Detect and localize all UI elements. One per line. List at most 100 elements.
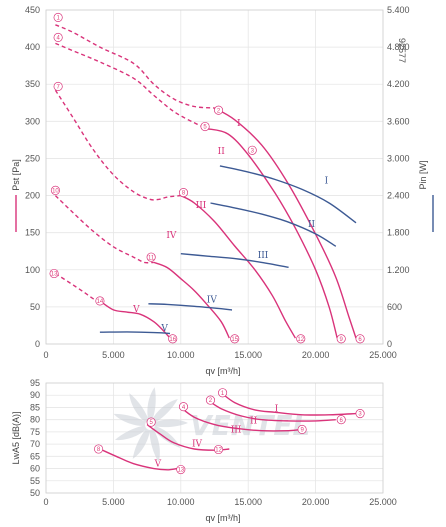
operating-point-marker-number: 12: [297, 337, 304, 343]
operating-point-marker-ring: [146, 252, 156, 262]
operating-point-marker-number: 13: [177, 468, 184, 474]
watermark-blade: [150, 419, 188, 428]
operating-point-marker-ring: [247, 145, 257, 155]
y2-tick-label: 3.600: [387, 116, 410, 126]
operating-point-marker-ring: [146, 417, 156, 427]
curve-label: I: [275, 405, 279, 415]
pressure-curve-iv: [153, 261, 230, 339]
operating-point-marker-number: 15: [231, 337, 238, 343]
operating-point-marker-number: 6: [340, 418, 344, 424]
operating-point-marker-number: 14: [97, 299, 104, 305]
operating-point-marker-ring: [230, 334, 240, 344]
y2-tick-label: 600: [387, 302, 402, 312]
y-tick-label: 100: [25, 265, 40, 275]
curve-label: III: [231, 425, 242, 435]
y2-tick-label: 4.800: [387, 42, 410, 52]
sound-curve-ii: [207, 399, 336, 422]
operating-point-marker-ring: [53, 81, 63, 91]
operating-point-marker-ring: [168, 334, 178, 344]
operating-point-marker-ring: [336, 334, 346, 344]
operating-point-marker-number: 9: [300, 428, 304, 434]
y-tick-label: 50: [30, 302, 40, 312]
x-axis-label: qv [m³/h]: [205, 366, 240, 376]
operating-point-marker-number: 3: [251, 148, 255, 154]
operating-point-marker-ring: [200, 121, 210, 132]
operating-point-marker-number: 12: [215, 448, 222, 454]
operating-point-marker-number: 8: [97, 447, 101, 453]
x-tick-label: 10.000: [167, 350, 195, 360]
watermark-blade: [150, 399, 178, 425]
operating-point-marker-ring: [53, 32, 63, 43]
x-tick-label: 15.000: [234, 350, 262, 360]
curve-label: V: [154, 459, 162, 469]
curve-label: IV: [166, 231, 177, 241]
power-curve-iv: [148, 303, 233, 311]
operating-point-marker-ring: [49, 268, 59, 279]
x-tick-label: 25.000: [369, 497, 397, 507]
y2-tick-label: 2.400: [387, 191, 410, 201]
operating-point-marker-number: 16: [169, 337, 176, 343]
operating-point-marker-ring: [355, 334, 365, 344]
unstable-pressure-curve: [54, 195, 154, 264]
power-curve-i: [219, 165, 357, 224]
y-tick-label: 150: [25, 228, 40, 238]
sound-curve-iii: [180, 406, 303, 432]
operating-point-marker-ring: [178, 402, 189, 412]
operating-point-marker-ring: [213, 105, 224, 115]
x-tick-label: 20.000: [302, 497, 330, 507]
curve-label: IV: [207, 295, 218, 305]
y2-tick-label: 1.800: [387, 228, 410, 238]
figure-id: 92577: [397, 38, 407, 63]
plot-frame: [45, 9, 384, 345]
operating-point-marker-number: 4: [182, 405, 186, 411]
watermark-blade: [149, 425, 160, 463]
operating-point-marker-number: 8: [182, 191, 186, 197]
y-tick-label: 85: [30, 402, 40, 412]
operating-point-marker-ring: [178, 188, 189, 198]
y-tick-label: 300: [25, 116, 40, 126]
sound-curve-i: [220, 392, 357, 416]
sound-curve-v: [99, 448, 177, 471]
operating-point-marker-ring: [95, 296, 105, 306]
y-axis-label: Pst [Pa]: [11, 159, 21, 191]
curve-label: II: [250, 417, 258, 427]
curve-label: II: [308, 220, 316, 230]
y2-tick-label: 3.000: [387, 153, 410, 163]
y-tick-label: 200: [25, 191, 40, 201]
operating-point-marker-number: 2: [217, 108, 221, 114]
x-tick-label: 20.000: [302, 350, 330, 360]
pressure-curve-iii: [180, 194, 297, 339]
pressure-curve-v: [99, 300, 171, 339]
y-tick-label: 80: [30, 415, 40, 425]
power-curve-v: [99, 331, 171, 335]
curve-label: IV: [192, 440, 203, 450]
x-tick-label: 0: [43, 497, 48, 507]
unstable-pressure-curve: [54, 89, 181, 201]
curve-label: II: [218, 147, 226, 157]
power-curve-iii: [180, 253, 289, 268]
operating-point-marker-ring: [355, 409, 365, 419]
operating-point-marker-number: 4: [56, 36, 60, 42]
x-tick-label: 0: [43, 350, 48, 360]
operating-point-marker-ring: [53, 12, 63, 22]
power-curve-ii: [210, 202, 337, 247]
operating-point-marker-ring: [296, 334, 306, 344]
operating-point-marker-ring: [213, 444, 224, 455]
x-tick-label: 15.000: [234, 497, 262, 507]
y-tick-label: 400: [25, 42, 40, 52]
y2-tick-label: 1.200: [387, 265, 410, 275]
y-tick-label: 450: [25, 5, 40, 15]
pressure-power-chart: 05010015020025030035040045006001.2001.80…: [11, 5, 434, 376]
operating-point-marker-ring: [336, 415, 346, 425]
operating-point-marker-ring: [205, 395, 216, 405]
y-tick-label: 0: [35, 339, 40, 349]
y2-tick-label: 0: [387, 339, 392, 349]
y-tick-label: 70: [30, 439, 40, 449]
operating-point-marker-number: 11: [148, 255, 155, 261]
watermark-blade: [147, 387, 156, 425]
unstable-pressure-curve: [55, 24, 215, 109]
x-tick-label: 5.000: [102, 350, 125, 360]
operating-point-marker-number: 5: [149, 420, 153, 426]
y-tick-label: 60: [30, 464, 40, 474]
